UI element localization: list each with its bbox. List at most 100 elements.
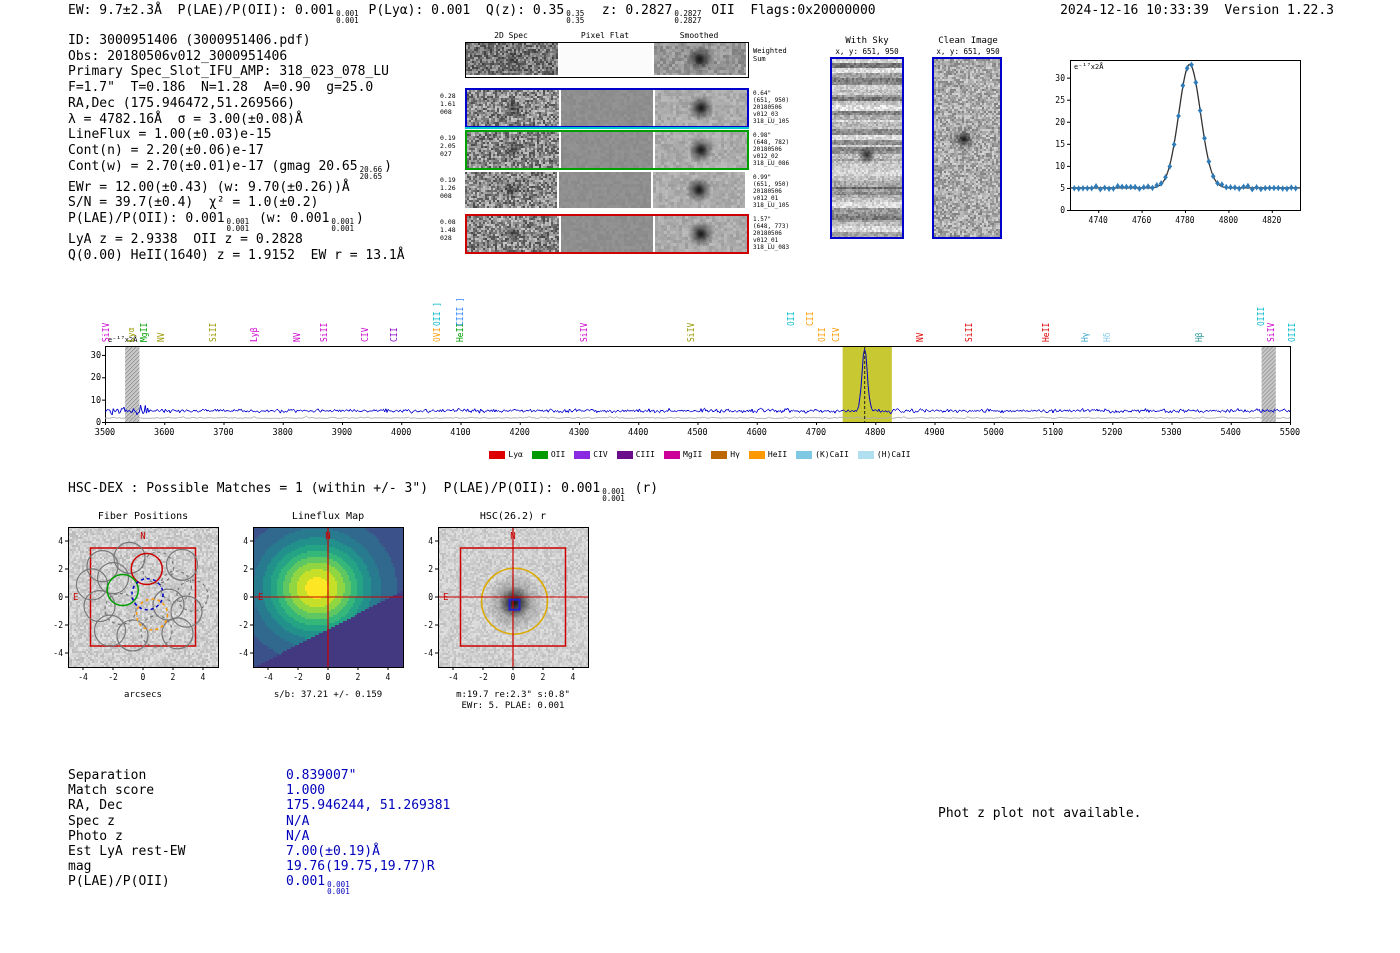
legend-item: Hγ xyxy=(711,450,740,459)
info-line-12: LyA z = 2.9338 OII z = 0.2828 xyxy=(68,232,405,248)
annotation-line: 20180506 xyxy=(753,188,782,195)
annotation-line: v012_01 xyxy=(753,237,779,244)
row-right-annotation-4: 1.57" (648, 773) 20180506 v012_01 318_LU_083 xyxy=(753,216,809,251)
match-row-5: Est LyA rest-EW 7.00(±0.19)Å xyxy=(68,844,450,859)
match-row-7: P(LAE)/P(OII) 0.001 0.001 0.001 xyxy=(68,874,450,895)
metric-value: 1.48 xyxy=(440,226,456,234)
fiber-positions-plot xyxy=(38,522,228,688)
lower-value: 0.001 xyxy=(226,224,250,234)
lineflux-caption: s/b: 37.21 +/- 0.159 xyxy=(273,690,383,700)
stacked-uncertainty: 0.001 0.001 xyxy=(226,218,250,234)
spec2d-row4-spec-image xyxy=(467,216,559,252)
legend-item: HeII xyxy=(748,450,788,459)
clean-subtitle: x, y: 651, 950 xyxy=(936,47,1000,56)
spec2d-row4-flat-image xyxy=(561,216,653,252)
lineflux-map-title: Lineflux Map xyxy=(291,511,365,522)
upper-value: 0.2827 xyxy=(674,9,702,18)
stacked-uncertainty: 0.001 0.001 xyxy=(336,9,359,25)
upper-value: 0.001 xyxy=(327,880,350,890)
clean-image xyxy=(934,59,1000,237)
match-value: 19.76(19.75,19.77)R xyxy=(286,859,435,874)
text-segment: 7.00(±0.19)Å xyxy=(286,844,380,860)
lower-value: 20.65 xyxy=(359,171,383,181)
metric-value: 1.61 xyxy=(440,100,456,108)
annotation-line: (648, 782) xyxy=(753,139,790,146)
text-segment: Cont(w) = 2.70(±0.01)e-17 (gmag 20.65 xyxy=(68,158,358,174)
match-row-6: mag 19.76(19.75,19.77)R xyxy=(68,859,450,874)
legend-label: HeII xyxy=(767,450,788,459)
col-header-2dspec: 2D Spec xyxy=(494,31,528,40)
metric-value: 0.19 xyxy=(440,134,456,142)
legend-label: MgII xyxy=(683,450,703,459)
spec2d-row4-smooth-image xyxy=(655,216,747,252)
match-label: RA, Dec xyxy=(68,798,123,814)
annotation-line: 20180506 xyxy=(753,146,782,153)
text-segment: Obs: 20180506v012_3000951406 xyxy=(68,48,288,64)
lower-value: 0.001 xyxy=(327,887,350,897)
info-line-7: Cont(n) = 2.20(±0.06)e-17 xyxy=(68,143,405,159)
legend-swatch-icon xyxy=(711,450,728,459)
spec2d-row-4 xyxy=(465,214,749,254)
info-line-8: Cont(w) = 2.70(±0.01)e-17 (gmag 20.65 20.… xyxy=(68,159,405,180)
text-segment: (r) xyxy=(626,481,659,496)
annotation-line: (648, 773) xyxy=(753,223,790,230)
match-label: Separation xyxy=(68,768,147,783)
row-left-metrics-2: 0.19 2.05 027 xyxy=(440,134,463,158)
metric-value: 0.28 xyxy=(440,92,456,100)
match-value: 7.00(±0.19)Å xyxy=(286,844,380,859)
lower-value: 0.2827 xyxy=(674,16,702,25)
match-row-0: Separation 0.839007" xyxy=(68,768,450,783)
hsc-caption-1: m:19.7 re:2.3" s:0.8" xyxy=(456,690,570,700)
upper-value: 0.001 xyxy=(336,9,359,18)
match-value: 1.000 xyxy=(286,783,325,798)
text-segment: Cont(n) = 2.20(±0.06)e-17 xyxy=(68,142,264,158)
fiber-xlabel: arcsecs xyxy=(124,690,162,700)
legend-label: (K)CaII xyxy=(815,450,849,459)
line-fit-plot xyxy=(1036,50,1308,236)
legend-swatch-icon xyxy=(796,450,813,459)
spec2d-row3-flat-image xyxy=(559,172,651,208)
row-right-annotation-1: 0.64" (651, 950) 20180506 v012_03 318_LU_105 xyxy=(753,90,809,125)
row-right-annotation-3: 0.99" (651, 950) 20180506 v012_01 318_LU_105 xyxy=(753,174,809,209)
legend-swatch-icon xyxy=(748,450,765,459)
match-value: 175.946244, 51.269381 xyxy=(286,798,450,813)
annotation-line: 0.64" xyxy=(753,90,772,97)
spec2d-row1-spec-image xyxy=(467,90,559,126)
info-line-1: Obs: 20180506v012_3000951406 xyxy=(68,49,405,65)
text-segment: LineFlux = 1.00(±0.03)e-15 xyxy=(68,127,272,143)
lower-value: 0.001 xyxy=(602,494,625,503)
match-label: Match score xyxy=(68,783,155,799)
upper-value: 0.35 xyxy=(566,9,585,18)
text-segment: ) xyxy=(355,211,364,227)
header-summary: EW: 9.7±2.3Å P(LAE)/P(OII): 0.001 0.001 0.… xyxy=(68,3,876,24)
annotation-line: v012_02 xyxy=(753,153,779,160)
annotation-line: 318_LU_086 xyxy=(753,160,790,167)
hsc-caption-2: EWr: 5. PLAE: 0.001 xyxy=(461,701,565,711)
match-row-2: RA, Dec 175.946244, 51.269381 xyxy=(68,798,450,813)
legend-item: (H)CaII xyxy=(857,450,911,459)
spec2d-row1-flat-image xyxy=(561,90,653,126)
legend-label: CIII xyxy=(635,450,655,459)
info-line-10: S/N = 39.7(±0.4) χ² = 1.0(±0.2) xyxy=(68,195,405,211)
text-segment: S/N = 39.7(±0.4) χ² = 1.0(±0.2) xyxy=(68,195,319,211)
spec2d-row-1 xyxy=(465,88,749,128)
info-line-4: RA,Dec (175.946472,51.269566) xyxy=(68,96,405,112)
legend-swatch-icon xyxy=(574,450,591,459)
info-line-6: LineFlux = 1.00(±0.03)e-15 xyxy=(68,127,405,143)
match-value: 0.001 0.001 0.001 xyxy=(286,874,352,895)
stacked-uncertainty: 0.001 0.001 xyxy=(327,880,350,897)
info-line-3: F=1.7" T=0.186 N=1.28 A=0.90 g=25.0 xyxy=(68,80,405,96)
legend-item: CIII xyxy=(616,450,655,459)
text-segment: HSC-DEX : Possible Matches = 1 (within +… xyxy=(68,481,601,496)
text-segment: Q(0.00) HeII(1640) z = 1.9152 EW r = 13.… xyxy=(68,247,405,263)
clean-title: Clean Image xyxy=(938,36,998,46)
info-line-11: P(LAE)/P(OII): 0.001 0.001 0.001 (w: 0.001… xyxy=(68,211,405,232)
text-segment: 175.946244, 51.269381 xyxy=(286,798,451,814)
annotation-line: 20180506 xyxy=(753,104,782,111)
weighted-sum-line2: Sum xyxy=(753,55,766,63)
legend-item: Lyα xyxy=(489,450,523,459)
weighted-sum-line1: Weighted xyxy=(753,47,787,55)
annotation-line: (651, 950) xyxy=(753,97,790,104)
text-segment: N/A xyxy=(286,828,310,844)
